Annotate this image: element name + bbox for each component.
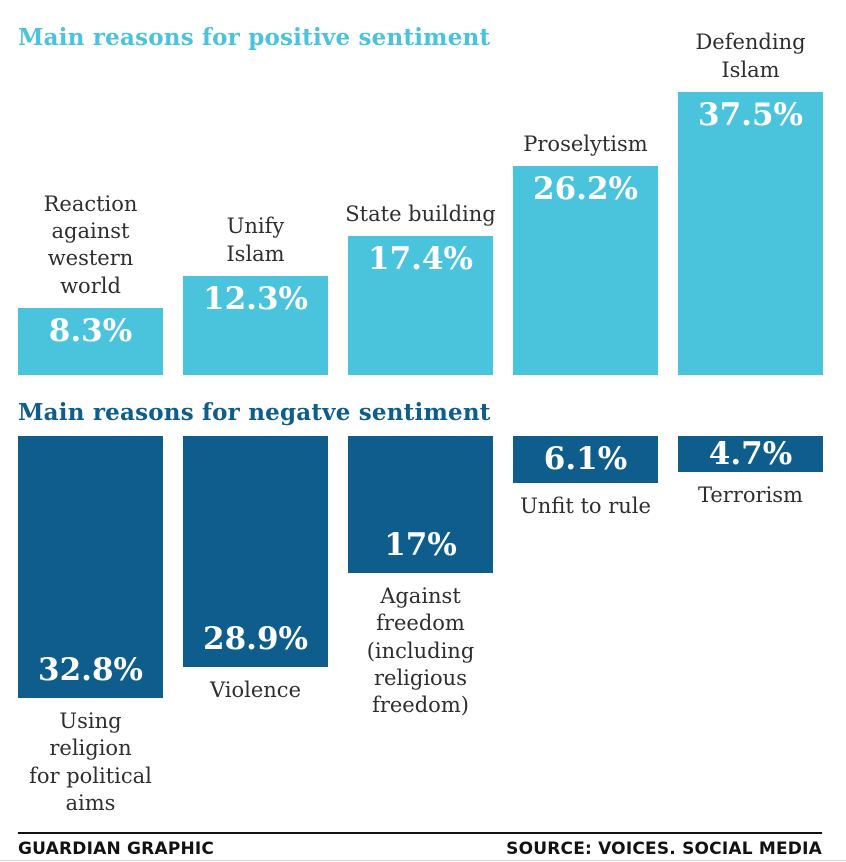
source-credit: SOURCE: VOICES. SOCIAL MEDIA bbox=[506, 839, 822, 859]
negative-bar-column-against-freedom-including-religious-freedom: 17% Against freedom (including religious … bbox=[348, 436, 493, 719]
graphic-credit: GUARDIAN GRAPHIC bbox=[18, 839, 215, 859]
footer: GUARDIAN GRAPHIC SOURCE: VOICES. SOCIAL … bbox=[18, 839, 822, 859]
positive-bar-value-state-building: 17.4% bbox=[368, 241, 473, 277]
negative-bar-label-violence: Violence bbox=[209, 678, 301, 702]
footer-rule bbox=[18, 832, 822, 834]
positive-bar-reaction-against-western-world: 8.3% bbox=[18, 308, 163, 375]
negative-bar-using-religion-for-political-aims: 32.8% bbox=[18, 436, 163, 698]
positive-bar-defending-islam: 37.5% bbox=[678, 92, 823, 375]
negative-bar-label-using-religion-for-political-aims: Using religion for political aims bbox=[29, 709, 152, 815]
positive-bar-column-proselytism: Proselytism 26.2% bbox=[513, 0, 658, 375]
positive-bar-label-reaction-against-western-world: Reaction against western world bbox=[43, 191, 138, 298]
positive-bar-value-unify-islam: 12.3% bbox=[203, 281, 308, 317]
positive-bar-column-unify-islam: Unify Islam 12.3% bbox=[183, 0, 328, 375]
negative-bar-value-unfit-to-rule: 6.1% bbox=[543, 441, 628, 477]
negative-bar-value-terrorism: 4.7% bbox=[708, 435, 793, 472]
positive-bar-value-reaction-against-western-world: 8.3% bbox=[48, 313, 133, 349]
positive-bar-unify-islam: 12.3% bbox=[183, 276, 328, 375]
positive-bar-column-reaction-against-western-world: Reaction against western world 8.3% bbox=[18, 0, 163, 375]
positive-bar-value-defending-islam: 37.5% bbox=[698, 97, 803, 133]
positive-bar-label-state-building: State building bbox=[345, 201, 496, 226]
positive-bar-proselytism: 26.2% bbox=[513, 166, 658, 375]
positive-bar-label-unify-islam: Unify Islam bbox=[226, 214, 285, 266]
negative-bar-violence: 28.9% bbox=[183, 436, 328, 667]
negative-bar-value-against-freedom-including-religious-freedom: 17% bbox=[384, 527, 457, 563]
positive-section-title: Main reasons for positive sentiment bbox=[18, 24, 491, 51]
negative-bar-value-violence: 28.9% bbox=[203, 621, 308, 657]
negative-bar-value-using-religion-for-political-aims: 32.8% bbox=[38, 652, 143, 688]
negative-bar-column-terrorism: 4.7% Terrorism bbox=[678, 436, 823, 509]
negative-bar-terrorism: 4.7% bbox=[678, 436, 823, 472]
negative-sentiment-bar-chart: 32.8% Using religion for political aims 28… bbox=[18, 436, 823, 817]
negative-bar-label-against-freedom-including-religious-freedom: Against freedom (including religious fre… bbox=[366, 584, 475, 718]
negative-bar-unfit-to-rule: 6.1% bbox=[513, 436, 658, 483]
negative-bar-label-terrorism: Terrorism bbox=[698, 483, 803, 507]
positive-sentiment-bar-chart: Reaction against western world 8.3% Unify … bbox=[18, 0, 823, 375]
positive-bar-label-defending-islam: Defending Islam bbox=[695, 30, 806, 82]
positive-bar-state-building: 17.4% bbox=[348, 236, 493, 375]
bottom-hairline bbox=[0, 860, 846, 861]
positive-bar-label-proselytism: Proselytism bbox=[523, 131, 648, 156]
negative-bar-column-using-religion-for-political-aims: 32.8% Using religion for political aims bbox=[18, 436, 163, 817]
positive-bar-column-defending-islam: Defending Islam 37.5% bbox=[678, 0, 823, 375]
negative-bar-column-violence: 28.9% Violence bbox=[183, 436, 328, 704]
positive-bar-column-state-building: State building 17.4% bbox=[345, 0, 496, 375]
negative-bar-column-unfit-to-rule: 6.1% Unfit to rule bbox=[513, 436, 658, 520]
negative-bar-label-unfit-to-rule: Unfit to rule bbox=[520, 494, 651, 518]
negative-bar-against-freedom-including-religious-freedom: 17% bbox=[348, 436, 493, 573]
negative-section-title: Main reasons for negatve sentiment bbox=[18, 399, 491, 426]
positive-bar-value-proselytism: 26.2% bbox=[533, 171, 638, 207]
